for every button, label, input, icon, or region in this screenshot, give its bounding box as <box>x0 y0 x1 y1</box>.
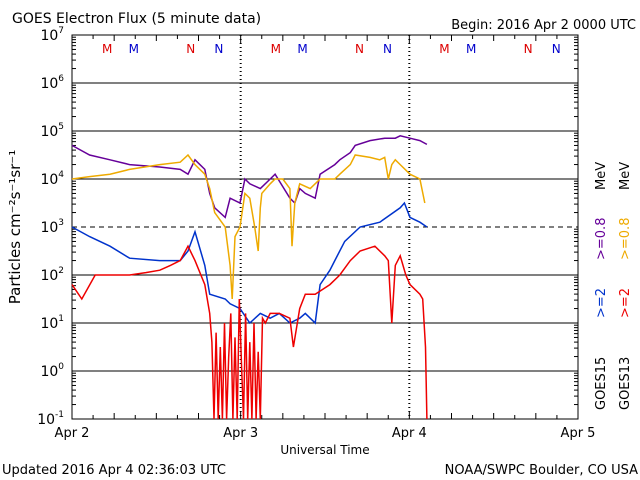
legend: MeV MeV >=0.8 >=0.8 >=2 >=2 GOES15 GOES1… <box>594 162 633 410</box>
local-time-marker: N <box>355 42 364 56</box>
updated-label: Updated 2016 Apr 4 02:36:03 UTC <box>2 463 226 478</box>
local-time-marker: N <box>383 42 392 56</box>
local-time-marker: M <box>466 42 476 56</box>
legend-goes13: GOES13 <box>618 357 633 410</box>
legend-goes15-low: >=2 <box>594 288 609 318</box>
begin-label: Begin: 2016 Apr 2 0000 UTC <box>451 18 636 33</box>
legend-unit-goes13: MeV <box>618 162 633 190</box>
x-axis-label: Universal Time <box>280 443 369 457</box>
x-tick-label: Apr 3 <box>223 426 258 441</box>
local-time-marker: M <box>271 42 281 56</box>
y-tick-label: 102 <box>40 266 64 284</box>
x-tick-label: Apr 2 <box>55 426 90 441</box>
local-time-marker: M <box>102 42 112 56</box>
y-tick-label: 105 <box>40 122 64 140</box>
y-tick-label: 104 <box>40 170 64 188</box>
series-line-1 <box>71 153 426 300</box>
local-time-marker: N <box>214 42 223 56</box>
legend-unit-goes15: MeV <box>594 162 609 190</box>
local-time-marker: M <box>439 42 449 56</box>
local-time-marker: N <box>552 42 561 56</box>
legend-goes13-high: >=0.8 <box>618 218 633 260</box>
series-line-0 <box>71 135 428 219</box>
local-time-marker: M <box>129 42 139 56</box>
credit-label: NOAA/SWPC Boulder, CO USA <box>445 463 638 478</box>
y-tick-label: 101 <box>40 314 64 332</box>
series-line-3 <box>71 244 428 420</box>
series-line-2 <box>71 201 428 325</box>
local-time-marker: M <box>297 42 307 56</box>
y-tick-label: 106 <box>40 74 64 92</box>
y-tick-label: 107 <box>40 26 64 44</box>
y-tick-label: 100 <box>40 362 64 380</box>
chart-title: GOES Electron Flux (5 minute data) <box>12 11 261 27</box>
local-time-marker: N <box>524 42 533 56</box>
local-time-marker: N <box>186 42 195 56</box>
x-tick-label: Apr 4 <box>392 426 427 441</box>
legend-goes15: GOES15 <box>594 357 609 410</box>
x-tick-label: Apr 5 <box>561 426 596 441</box>
y-tick-label: 103 <box>40 218 64 236</box>
y-axis-label: Particles cm⁻²s⁻¹sr⁻¹ <box>6 150 24 304</box>
legend-goes15-high: >=0.8 <box>594 218 609 260</box>
legend-goes13-low: >=2 <box>618 288 633 318</box>
